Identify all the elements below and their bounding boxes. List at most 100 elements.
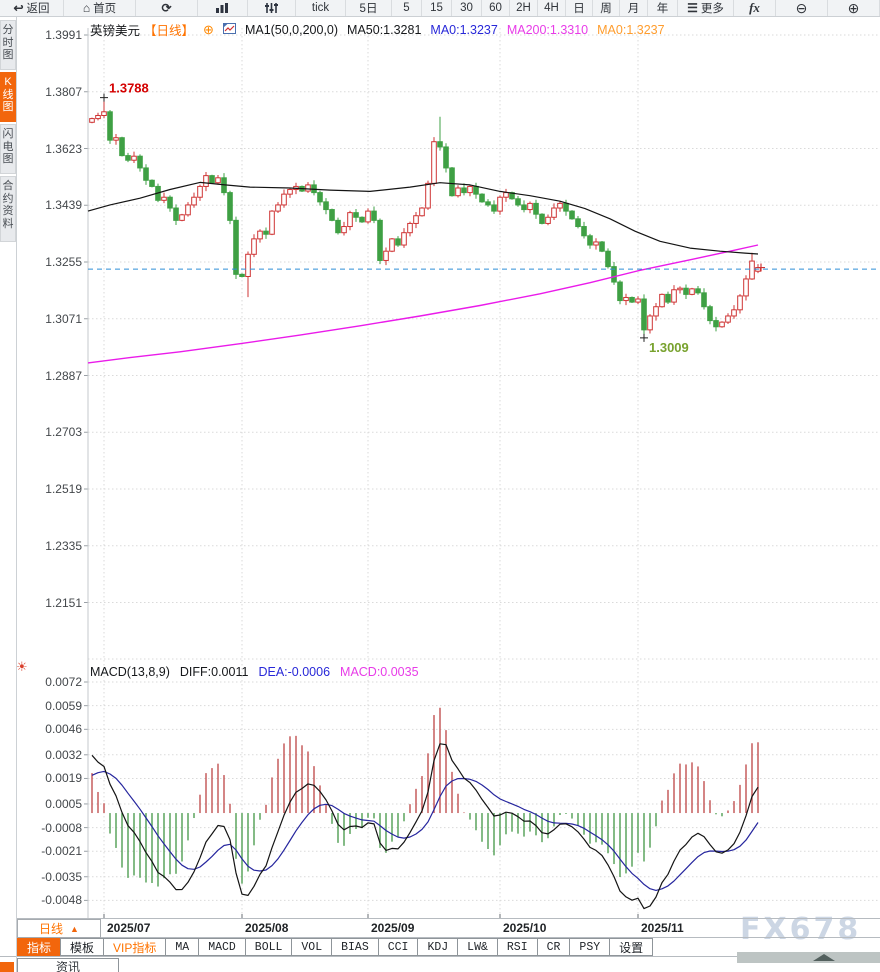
macd-axis-label: 0.0019 bbox=[45, 771, 82, 786]
toolbar-月-button[interactable]: 月 bbox=[620, 0, 648, 16]
fx-formula-icon: fx bbox=[749, 0, 760, 15]
toolbar-4H-button[interactable]: 4H bbox=[538, 0, 566, 16]
tabs-top-separator bbox=[16, 937, 880, 938]
toolbar-label: 更多 bbox=[700, 3, 724, 15]
toolbar-label: 日 bbox=[573, 3, 585, 15]
indicator-tab-模板[interactable]: 模板 bbox=[60, 938, 105, 956]
macd-axis-label: 0.0046 bbox=[45, 722, 82, 737]
toolbar-label: 周 bbox=[600, 3, 612, 15]
indicator-tab-设置[interactable]: 设置 bbox=[609, 938, 654, 956]
refresh-icon: ⟳ bbox=[161, 1, 172, 15]
price-axis-label: 1.2335 bbox=[45, 538, 82, 553]
toolbar-5日-button[interactable]: 5日 bbox=[346, 0, 392, 16]
add-indicator-icon[interactable]: ⊕ bbox=[203, 22, 214, 37]
home-icon: ⌂ bbox=[82, 1, 91, 15]
ma200-value: MA200:1.3310 bbox=[506, 22, 589, 37]
toolbar-label: tick bbox=[311, 2, 330, 14]
price-axis-label: 1.3991 bbox=[45, 28, 82, 42]
price-axis-label: 1.3807 bbox=[45, 84, 82, 99]
ma200-line bbox=[87, 244, 759, 364]
indicator-tab-BIAS[interactable]: BIAS bbox=[331, 938, 379, 956]
toolbar-60-button[interactable]: 60 bbox=[482, 0, 510, 16]
toolbar-zoom-in-button[interactable]: ⊕ bbox=[828, 0, 880, 16]
sidebar-tab-合约资料[interactable]: 合约资料 bbox=[0, 176, 16, 242]
tabs-bottom-separator bbox=[0, 956, 880, 957]
sidebar-tab-K线图[interactable]: K线图 bbox=[0, 72, 16, 122]
toolbar-sliders-button[interactable] bbox=[248, 0, 296, 16]
sidebar-tab-闪电图[interactable]: 闪电图 bbox=[0, 124, 16, 174]
toolbar-返回-button[interactable]: ↩ 返回 bbox=[0, 0, 64, 16]
toolbar-首页-button[interactable]: ⌂ 首页 bbox=[64, 0, 136, 16]
toolbar-30-button[interactable]: 30 bbox=[452, 0, 482, 16]
macd-formula: MACD(13,8,9) bbox=[90, 665, 170, 679]
news-tab-partial[interactable]: 资讯 bbox=[17, 958, 119, 972]
toolbar-15-button[interactable]: 15 bbox=[422, 0, 452, 16]
toolbar-zoom-out-button[interactable]: ⊖ bbox=[776, 0, 828, 16]
chart-header: 英镑美元 【日线】 ⊕ MA1(50,0,200,0) MA50:1.3281 … bbox=[90, 20, 665, 39]
diff-line bbox=[91, 743, 759, 910]
indicator-tab-PSY[interactable]: PSY bbox=[569, 938, 611, 956]
toolbar-label: 月 bbox=[627, 3, 640, 15]
toolbar-更多-button[interactable]: ☰ 更多 bbox=[678, 0, 734, 16]
candlestick-series bbox=[89, 97, 761, 338]
sidebar-tab-分时图[interactable]: 分时图 bbox=[0, 20, 16, 70]
mini-chart-icon[interactable] bbox=[222, 22, 236, 37]
zoom-in-icon: ⊕ bbox=[847, 0, 860, 16]
ma50-value: MA50:1.3281 bbox=[347, 22, 422, 37]
price-axis-label: 1.2887 bbox=[45, 368, 82, 383]
price-axis-label: 1.3255 bbox=[45, 255, 82, 269]
month-label-2025/11: 2025/11 bbox=[641, 921, 684, 935]
indicator-tab-bar: 指标 模板 VIP指标 MA MACD BOLL VOL BIAS CCI KDJ LW& RSI CR… bbox=[17, 938, 654, 956]
toolbar-fx-button[interactable]: fx bbox=[734, 0, 776, 16]
macd-dea-value: DEA:-0.0006 bbox=[258, 665, 331, 679]
toolbar-label: 60 bbox=[489, 2, 502, 14]
top-toolbar: ↩ 返回 ⌂ 首页 ⟳ tick 5日 5 15 30 60 2H 4H 日周月年 ☰ 更多 fx ⊖ ⊕ bbox=[0, 0, 880, 17]
indicator-tab-VOL[interactable]: VOL bbox=[291, 938, 333, 956]
macd-macd-value: MACD:0.0035 bbox=[340, 665, 419, 679]
menu-icon: ☰ bbox=[687, 1, 698, 15]
toolbar-5-button[interactable]: 5 bbox=[392, 0, 422, 16]
horizontal-scrollbar[interactable] bbox=[737, 952, 880, 963]
month-label-2025/07: 2025/07 bbox=[107, 921, 151, 935]
indicator-tab-CR[interactable]: CR bbox=[536, 938, 571, 956]
ma50-line bbox=[87, 181, 759, 255]
period-selector-label: 日线 bbox=[39, 922, 64, 936]
indicator-tab-指标[interactable]: 指标 bbox=[17, 938, 62, 956]
indicator-tab-BOLL[interactable]: BOLL bbox=[244, 938, 293, 956]
toolbar-label: 首页 bbox=[93, 3, 117, 15]
indicator-tab-MACD[interactable]: MACD bbox=[198, 938, 246, 956]
indicator-tab-VIP指标[interactable]: VIP指标 bbox=[103, 938, 167, 956]
low-price-annotation: 1.3009 bbox=[649, 340, 689, 355]
bar-chart-icon bbox=[216, 3, 228, 13]
price-axis-label: 1.3439 bbox=[45, 198, 82, 213]
macd-histogram bbox=[91, 707, 759, 887]
period-selector-button[interactable]: 日线 ▲ bbox=[17, 919, 101, 938]
xaxis-separator bbox=[16, 918, 880, 919]
toolbar-2H-button[interactable]: 2H bbox=[510, 0, 538, 16]
indicator-tab-LW&[interactable]: LW& bbox=[457, 938, 498, 956]
toolbar-label: 年 bbox=[656, 3, 669, 15]
indicator-tab-KDJ[interactable]: KDJ bbox=[417, 938, 459, 956]
caret-up-icon: ▲ bbox=[70, 923, 79, 934]
last-price-marker bbox=[757, 263, 765, 272]
ma0-fast-value: MA0:1.3237 bbox=[430, 22, 498, 37]
scroll-up-icon[interactable] bbox=[813, 954, 835, 961]
zoom-out-icon: ⊖ bbox=[795, 0, 808, 16]
indicator-tab-CCI[interactable]: CCI bbox=[377, 938, 419, 956]
toolbar-日-button[interactable]: 日 bbox=[566, 0, 593, 16]
indicator-tab-MA[interactable]: MA bbox=[165, 938, 200, 956]
indicator-tab-RSI[interactable]: RSI bbox=[496, 938, 538, 956]
macd-axis-label: -0.0048 bbox=[41, 893, 82, 908]
toolbar-bar-chart-button[interactable] bbox=[198, 0, 248, 16]
toolbar-年-button[interactable]: 年 bbox=[648, 0, 678, 16]
toolbar-tick-button[interactable]: tick bbox=[296, 0, 346, 16]
toolbar-周-button[interactable]: 周 bbox=[593, 0, 620, 16]
macd-axis-label: 0.0072 bbox=[45, 675, 82, 689]
indicator-settings-icon[interactable]: ☀ bbox=[16, 659, 28, 674]
macd-header: MACD(13,8,9) DIFF:0.0011 DEA:-0.0006 MAC… bbox=[90, 665, 419, 679]
high-price-annotation: 1.3788 bbox=[109, 81, 149, 96]
macd-axis-label: 0.0005 bbox=[45, 796, 82, 811]
toolbar-refresh-button[interactable]: ⟳ bbox=[136, 0, 198, 16]
dea-line bbox=[91, 770, 759, 892]
